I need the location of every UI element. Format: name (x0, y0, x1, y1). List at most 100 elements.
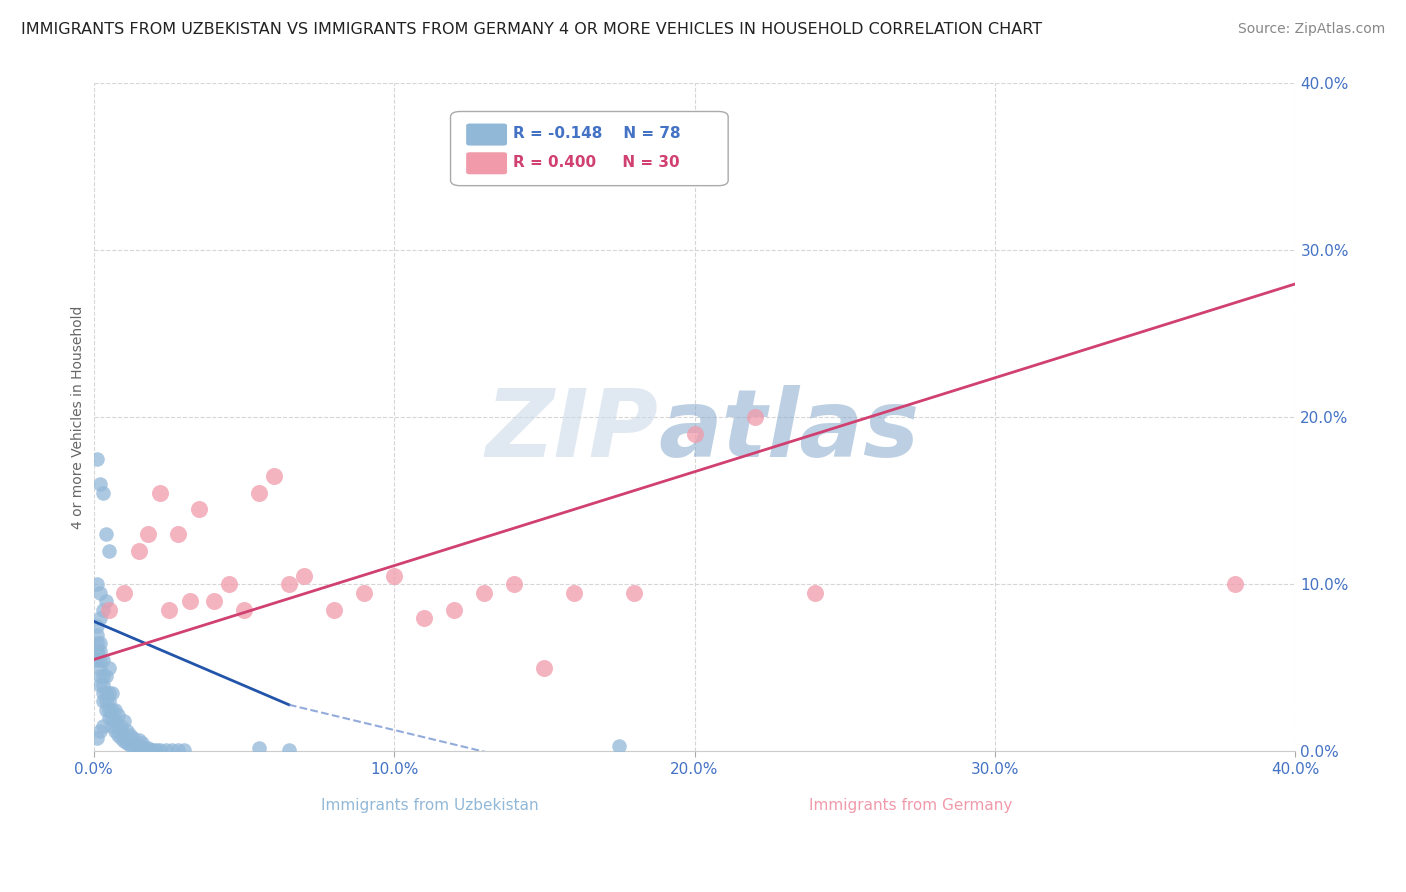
Point (115, 724, 138, 739)
Point (89, 678, 111, 692)
Point (97, 544, 120, 558)
Point (97, 694, 120, 708)
Point (145, 743, 167, 757)
Point (86, 627, 108, 641)
Point (139, 743, 162, 757)
Point (166, 527, 188, 541)
Point (683, 427, 706, 442)
Point (94, 686, 117, 700)
Point (124, 739, 146, 754)
Point (744, 410, 766, 425)
Point (89, 652, 111, 666)
Point (263, 469, 285, 483)
Point (803, 586, 825, 600)
Point (94, 527, 117, 541)
Point (97, 703, 120, 717)
Point (100, 703, 122, 717)
Point (134, 741, 156, 756)
Point (187, 502, 209, 516)
Point (97, 686, 120, 700)
Point (112, 714, 135, 729)
Text: IMMIGRANTS FROM UZBEKISTAN VS IMMIGRANTS FROM GERMANY 4 OR MORE VEHICLES IN HOUS: IMMIGRANTS FROM UZBEKISTAN VS IMMIGRANTS… (21, 22, 1042, 37)
Point (247, 741, 270, 756)
Point (94, 694, 117, 708)
Point (91, 686, 114, 700)
Point (86, 644, 108, 658)
Point (142, 743, 165, 757)
Text: atlas: atlas (658, 384, 920, 477)
Point (149, 743, 172, 757)
Point (247, 485, 270, 500)
Point (89, 644, 111, 658)
Point (166, 743, 188, 757)
Point (91, 694, 114, 708)
Text: Source: ZipAtlas.com: Source: ZipAtlas.com (1237, 22, 1385, 37)
Point (131, 736, 153, 750)
Point (562, 586, 585, 600)
Point (160, 743, 183, 757)
Point (91, 602, 114, 616)
Point (292, 569, 315, 583)
Point (89, 724, 111, 739)
Point (128, 732, 150, 747)
FancyBboxPatch shape (467, 123, 508, 145)
Point (149, 485, 172, 500)
Point (94, 594, 117, 608)
Point (94, 703, 117, 717)
Point (353, 586, 375, 600)
Point (104, 724, 127, 739)
Point (609, 739, 631, 754)
Point (89, 669, 111, 683)
Point (503, 577, 526, 591)
Point (623, 586, 645, 600)
Y-axis label: 4 or more Vehicles in Household: 4 or more Vehicles in Household (72, 306, 86, 529)
Point (112, 728, 135, 742)
Point (136, 527, 159, 541)
Point (86, 636, 108, 650)
Point (157, 602, 180, 616)
FancyBboxPatch shape (450, 112, 728, 186)
Point (118, 738, 141, 752)
Point (91, 669, 114, 683)
Point (100, 719, 122, 733)
Point (100, 711, 122, 725)
Point (86, 644, 108, 658)
Point (89, 586, 111, 600)
Point (97, 602, 120, 616)
Point (94, 669, 117, 683)
Point (91, 678, 114, 692)
Point (131, 741, 153, 756)
Point (472, 586, 495, 600)
Point (97, 711, 120, 725)
Point (86, 577, 108, 591)
Text: Immigrants from Uzbekistan: Immigrants from Uzbekistan (322, 798, 538, 814)
Point (100, 686, 122, 700)
Point (89, 477, 111, 491)
Point (91, 719, 114, 733)
Point (86, 619, 108, 633)
Point (115, 736, 138, 750)
Point (121, 739, 143, 754)
Point (533, 661, 555, 675)
Point (91, 652, 114, 666)
Point (89, 661, 111, 675)
Text: R = 0.400     N = 30: R = 0.400 N = 30 (513, 155, 679, 169)
Point (136, 741, 159, 756)
Text: Immigrants from Germany: Immigrants from Germany (810, 798, 1012, 814)
Point (382, 569, 405, 583)
Point (155, 743, 177, 757)
Point (110, 731, 132, 745)
Point (104, 703, 127, 717)
FancyBboxPatch shape (467, 153, 508, 174)
Point (232, 602, 254, 616)
Point (110, 719, 132, 733)
Point (97, 661, 120, 675)
Point (179, 594, 201, 608)
Point (107, 719, 129, 733)
Point (112, 734, 135, 748)
Point (86, 652, 108, 666)
Point (86, 452, 108, 467)
Point (107, 728, 129, 742)
Point (443, 602, 465, 616)
Text: ZIP: ZIP (485, 384, 658, 477)
